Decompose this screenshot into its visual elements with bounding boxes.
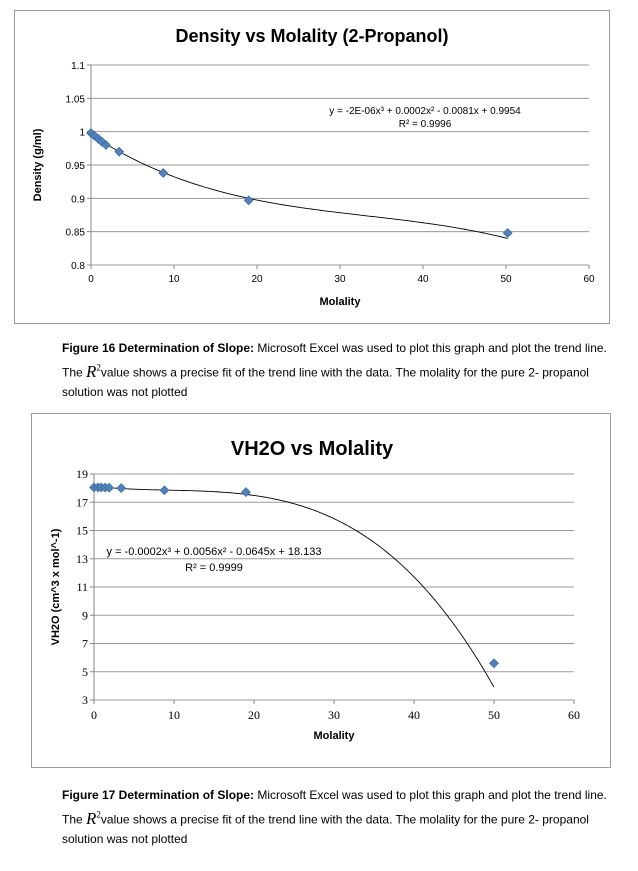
figure-17-label: Figure 17 Determination of Slope: [62,788,255,802]
y-tick-label: 15 [76,524,88,538]
trendline-equation: y = -2E-06x³ + 0.0002x² - 0.0081x + 0.99… [329,106,521,117]
y-tick-label: 11 [76,580,88,594]
y-tick-label: 17 [76,495,88,509]
y-tick-label: 0.85 [66,228,86,239]
data-point-7 [241,487,251,498]
x-tick-label: 30 [328,708,340,722]
figure-16-text-before: Microsoft Excel was used to plot this gr… [62,341,607,380]
x-tick-label: 10 [168,708,180,722]
data-point-5 [114,146,125,157]
figure-17-r-sup: 2 [96,809,101,819]
figure-16-label: Figure 16 Determination of Slope: [62,341,255,355]
data-point-6 [158,168,169,178]
x-tick-label: 50 [500,274,512,285]
x-axis-label: Molality [320,296,362,308]
figure-16-text-after: value shows a precise fit of the trend l… [62,365,589,399]
data-point-8 [489,658,499,669]
figure-17-text-after: value shows a precise fit of the trend l… [62,812,589,846]
x-tick-label: 60 [583,274,595,285]
y-tick-label: 1.05 [66,94,86,105]
figure-17-caption: Figure 17 Determination of Slope: Micros… [62,786,622,849]
x-tick-label: 60 [568,708,580,722]
y-tick-label: 9 [82,608,88,622]
r-squared-label: R² = 0.9999 [185,562,243,574]
y-tick-label: 1.1 [71,61,85,72]
x-tick-label: 0 [91,708,97,722]
y-tick-label: 7 [82,637,88,651]
figure-16-caption: Figure 16 Determination of Slope: Micros… [62,339,622,402]
x-tick-label: 40 [417,274,429,285]
figure-17-text-before: Microsoft Excel was used to plot this gr… [62,788,607,827]
figure-17-r-letter: R [86,808,97,828]
x-tick-label: 30 [334,274,346,285]
y-tick-label: 5 [82,665,88,679]
data-point-1 [89,130,100,141]
vh2o-chart-svg: VH2O vs Molality 3 5 7 9 11 13 15 17 19 0 10 20 30 40 5… [50,438,580,742]
data-point-4 [104,482,115,493]
data-point-5 [116,483,127,494]
x-tick-label: 10 [168,274,180,285]
r-squared-label: R² = 0.9996 [399,119,452,130]
y-tick-label: 3 [82,693,88,707]
data-point-7 [243,195,254,206]
y-tick-label: 19 [76,467,88,481]
y-axis-label: Density (g/ml) [32,128,44,201]
y-tick-label: 13 [76,552,88,566]
data-point-6 [159,485,170,496]
chart-title: VH2O vs Molality [231,438,394,460]
trendline-equation: y = -0.0002x³ + 0.0056x² - 0.0645x + 18.… [107,546,322,558]
x-axis-label: Molality [314,730,356,742]
y-tick-label: 1 [79,128,85,139]
chart-title: Density vs Molality (2-Propanol) [175,26,448,46]
density-chart: Density vs Molality (2-Propanol) 0.8 0.85 0… [14,10,610,324]
trendline [90,134,508,239]
y-axis-label: VH2O (cm^3 x mol^-1) [50,528,62,645]
y-tick-label: 0.9 [71,194,85,205]
x-tick-label: 20 [251,274,263,285]
figure-16-r-letter: R [86,361,97,381]
x-tick-label: 40 [408,708,420,722]
figure-17-r2-symbol: R2 [86,809,101,828]
y-tick-label: 0.8 [71,261,85,272]
data-point-8 [502,228,513,238]
x-tick-label: 50 [488,708,500,722]
x-tick-label: 20 [248,708,260,722]
figure-16-r-sup: 2 [96,362,101,372]
data-point-4 [101,140,111,150]
figure-16-r2-symbol: R2 [86,362,101,381]
y-tick-label: 0.95 [66,161,86,172]
x-tick-label: 0 [88,274,94,285]
density-chart-svg: Density vs Molality (2-Propanol) 0.8 0.85 0… [32,26,595,308]
vh2o-chart: VH2O vs Molality 3 5 7 9 11 13 15 17 19 0 10 20 30 40 5… [31,413,611,768]
